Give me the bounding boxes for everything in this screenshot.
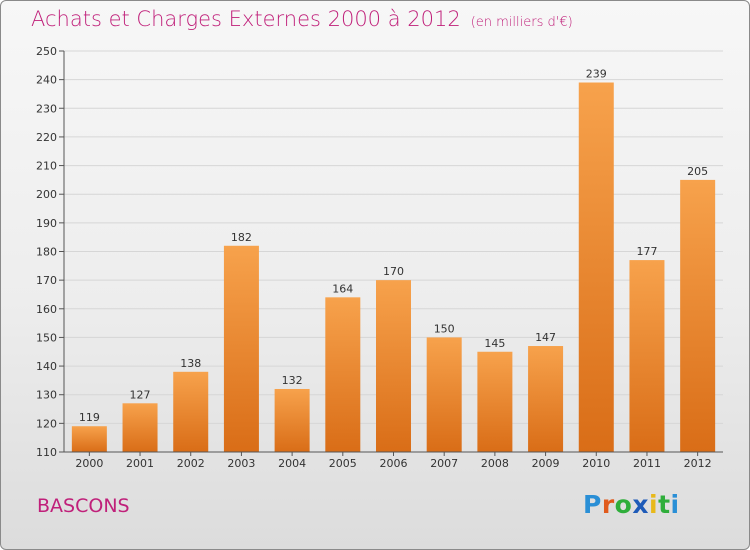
logo-letter: r [601,490,615,519]
bar-value-label: 127 [130,388,151,401]
commune-name: BASCONS [37,495,130,517]
logo-letter: t [658,490,671,519]
bar [629,260,665,452]
bar-value-label: 145 [484,337,505,350]
y-tick-label: 210 [36,160,57,173]
x-tick-label: 2005 [329,457,357,470]
x-tick-label: 2000 [75,457,103,470]
y-axis: 110 120 130 140 150 160 170 180 190 200 210 220 230 2… [36,45,65,459]
x-axis: 2000 2001 2002 2003 2004 2005 2006 2007 2008 2009… [64,451,723,470]
y-tick-label: 150 [36,331,57,344]
bar [477,351,513,452]
bar-value-label: 147 [535,331,556,344]
bar [71,426,107,452]
bar [578,82,614,452]
y-tick-label: 250 [36,45,57,58]
bar-value-label: 132 [282,374,303,387]
bar [173,371,209,452]
bar-value-label: 138 [180,357,201,370]
x-tick-label: 2011 [633,457,661,470]
y-tick-label: 240 [36,74,57,87]
x-tick-label: 2012 [684,457,712,470]
y-tick-label: 190 [36,217,57,230]
x-tick-label: 2008 [481,457,509,470]
bar-value-labels: 119 127 138 182 132 164 170 150 145 147 239 177 205 [79,68,708,425]
bar [426,337,462,452]
y-tick-label: 220 [36,131,57,144]
y-tick-label: 110 [36,446,57,459]
bar-value-label: 170 [383,265,404,278]
bar [376,280,411,452]
x-tick-label: 2007 [430,457,458,470]
logo-letter: P [583,490,602,519]
x-tick-label: 2004 [278,457,306,470]
y-tick-label: 160 [36,303,57,316]
bar [325,297,361,452]
y-tick-label: 230 [36,102,57,115]
x-tick-label: 2010 [582,457,610,470]
x-tick-label: 2001 [126,457,154,470]
x-tick-label: 2009 [532,457,560,470]
y-tick-label: 140 [36,360,57,373]
bar-value-label: 150 [434,322,455,335]
y-tick-label: 200 [36,188,57,201]
bars [71,82,716,452]
y-tick-label: 170 [36,274,57,287]
bar [274,388,310,452]
y-tick-label: 130 [36,389,57,402]
bar-value-label: 239 [586,68,607,81]
bar-value-label: 182 [231,231,252,244]
bar-value-label: 164 [332,282,353,295]
chart-title-unit: (en milliers d'€) [470,15,573,30]
bar-value-label: 205 [687,165,708,178]
logo-letter: i [649,490,659,519]
y-tick-label: 120 [36,417,57,430]
logo-letter: x [632,490,649,519]
bar [223,245,259,452]
bar-value-label: 177 [636,245,657,258]
chart-title-text: Achats et Charges Externes 2000 à 2012 [31,7,461,31]
logo-letter: i [670,490,680,519]
bar [122,403,158,452]
chart-title: Achats et Charges Externes 2000 à 2012 (e… [31,7,573,31]
proxiti-logo[interactable]: Proxiti [583,490,680,519]
bar [680,179,716,452]
x-tick-label: 2003 [227,457,255,470]
bar-value-label: 119 [79,411,100,424]
y-tick-label: 180 [36,246,57,259]
bar [528,346,564,452]
x-tick-label: 2006 [380,457,408,470]
logo-letter: o [614,490,633,519]
x-tick-label: 2002 [177,457,205,470]
